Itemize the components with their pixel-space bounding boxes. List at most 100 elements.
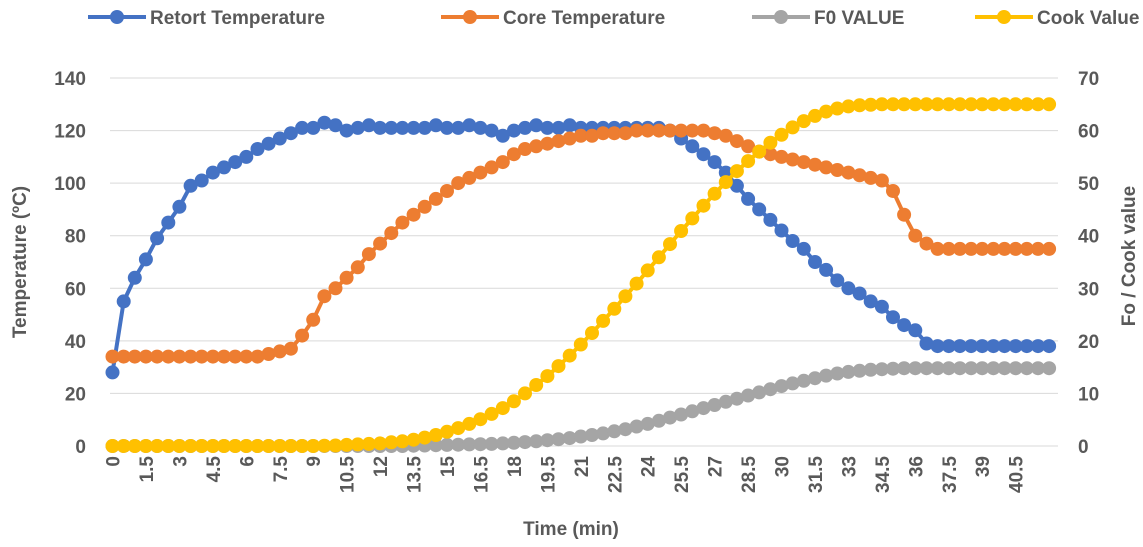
data-point [339, 270, 354, 285]
data-point [830, 273, 845, 288]
data-point [852, 168, 867, 183]
data-point [116, 294, 131, 309]
data-point [685, 211, 700, 226]
data-point [205, 165, 220, 180]
data-point [540, 120, 555, 135]
legend-label: Retort Temperature [150, 8, 325, 29]
data-point [618, 289, 633, 304]
data-point [874, 97, 889, 112]
legend-item: Cook Value [975, 8, 1139, 29]
series-cook-value [105, 97, 1057, 453]
data-point [239, 349, 254, 364]
data-point [529, 378, 544, 392]
data-point [741, 388, 756, 403]
data-point [150, 231, 165, 246]
x-tick-label: 37.5 [940, 456, 961, 493]
data-point [707, 126, 722, 141]
data-point [451, 176, 466, 191]
data-point [573, 337, 588, 352]
data-point [1031, 361, 1045, 376]
data-point [183, 349, 198, 364]
legend-swatch-marker [463, 10, 477, 24]
data-point [741, 139, 756, 154]
data-point [785, 234, 800, 248]
data-point [373, 436, 388, 451]
data-point [696, 123, 711, 138]
data-point [406, 432, 421, 447]
x-tick-label: 40.5 [1007, 456, 1028, 493]
data-point [373, 120, 388, 135]
data-point [217, 160, 231, 175]
data-point [696, 147, 711, 162]
data-point [952, 361, 967, 376]
series-f0-value [105, 361, 1057, 453]
data-point [127, 270, 142, 285]
data-point [540, 369, 555, 384]
data-point [317, 115, 332, 130]
data-point [562, 118, 577, 133]
data-point [428, 438, 443, 453]
data-point [997, 97, 1012, 112]
data-point [551, 432, 566, 447]
data-point [964, 361, 979, 376]
x-tick-label: 34.5 [873, 456, 894, 493]
legend-item: Retort Temperature [88, 8, 325, 29]
data-point [729, 391, 744, 406]
data-point [261, 347, 276, 361]
left-tick-label: 120 [54, 122, 86, 143]
data-point [495, 155, 510, 170]
data-point [607, 424, 622, 439]
right-tick-label: 20 [1078, 332, 1099, 353]
data-point [116, 439, 131, 453]
data-point [361, 247, 376, 262]
data-point [707, 186, 722, 201]
data-point [573, 128, 588, 143]
data-point [417, 199, 432, 214]
left-tick-label: 0 [75, 437, 86, 458]
data-point [585, 128, 599, 143]
x-tick-label: 31.5 [806, 456, 827, 493]
data-point [228, 155, 243, 170]
data-point [707, 398, 722, 412]
data-point [796, 241, 811, 256]
data-point [841, 364, 856, 379]
series-retort-temperature [105, 115, 1057, 380]
data-point [819, 368, 834, 383]
left-tick-label: 100 [54, 174, 86, 195]
data-point [172, 349, 187, 364]
data-point [640, 416, 655, 431]
data-point [506, 123, 521, 138]
data-point [964, 241, 979, 256]
data-point [874, 299, 889, 314]
data-point [640, 263, 655, 278]
data-point [785, 120, 800, 135]
data-point [228, 439, 243, 453]
data-point [127, 439, 142, 453]
data-point [183, 178, 198, 193]
data-point [562, 131, 577, 146]
data-point [105, 365, 120, 380]
data-point [272, 344, 287, 359]
data-point [997, 241, 1012, 256]
data-point [205, 349, 220, 364]
data-point [395, 215, 410, 230]
data-point [863, 294, 878, 309]
data-point [830, 163, 845, 177]
x-tick-label: 15 [438, 456, 459, 478]
data-point [440, 184, 454, 198]
x-tick-label: 10.5 [338, 456, 359, 493]
data-point [295, 439, 310, 453]
data-point [518, 142, 532, 156]
data-point [250, 439, 265, 453]
data-point [986, 361, 1001, 376]
data-point [729, 164, 744, 179]
data-point [908, 228, 923, 243]
data-point [295, 120, 310, 135]
data-point [607, 126, 622, 141]
data-point [462, 118, 477, 133]
data-point [272, 131, 287, 146]
left-tick-label: 140 [54, 69, 86, 90]
x-tick-label: 30 [773, 456, 794, 477]
data-point [1019, 97, 1034, 112]
